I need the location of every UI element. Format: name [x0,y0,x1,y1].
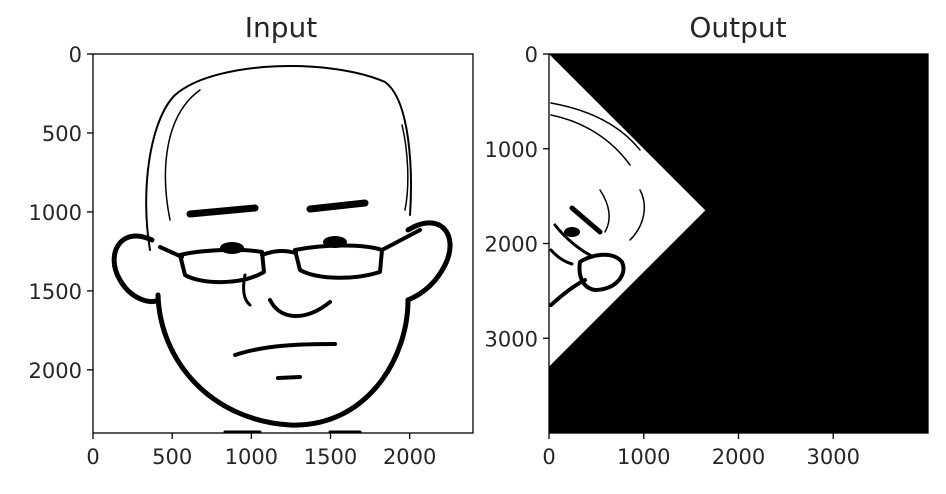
input-x-tick-label: 0 [86,445,99,469]
input-x-tick-label: 1000 [225,445,278,469]
output-y-tick-label: 3000 [485,327,538,351]
input-x-tick-label: 500 [152,445,192,469]
input-x-tick-label: 1500 [304,445,357,469]
output-y-tick-label: 0 [525,43,538,67]
input-left-eye [220,242,244,254]
output-x-tick-label: 0 [542,445,555,469]
input-panel: Input [29,11,474,469]
output-panel: Output 0 1000 2000 3000 0 1000 2000 3000 [485,11,929,469]
input-y-tick-label: 1000 [29,201,82,225]
input-y-tick-label: 500 [42,122,82,146]
input-x-tick-label: 2000 [383,445,436,469]
input-face-drawing [111,65,453,434]
input-axes-frame [92,53,474,434]
input-y-tick-label: 1500 [29,280,82,304]
input-y-tick-label: 2000 [29,359,82,383]
output-x-tick-label: 1000 [617,445,670,469]
input-y-tick-label: 0 [69,43,82,67]
output-y-tick-label: 1000 [485,138,538,162]
input-image-background [93,54,473,433]
input-title: Input [245,11,318,44]
output-title: Output [689,11,786,44]
input-right-eye [323,236,347,248]
output-eye [564,227,580,237]
output-face-fragment [549,102,646,307]
output-x-tick-label: 3000 [807,445,860,469]
output-y-tick-label: 2000 [485,233,538,257]
output-x-tick-label: 2000 [712,445,765,469]
